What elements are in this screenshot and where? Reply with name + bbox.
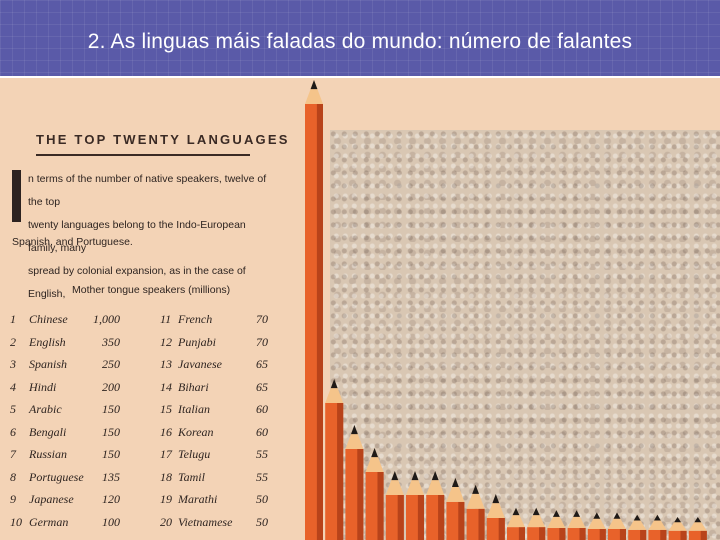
pencil-bar-hindi (366, 448, 384, 540)
pencil-lead (432, 471, 439, 480)
pencil-shade (660, 530, 666, 540)
pencil-shade (398, 495, 404, 540)
pencil-bar-spanish (345, 425, 363, 540)
pencil-lead (654, 515, 661, 521)
pencil-bar-vietnamese (689, 517, 707, 540)
pencil-bar-portuguese (446, 478, 464, 540)
book-page-scan: THE TOP TWENTY LANGUAGES n terms of the … (0, 78, 720, 540)
pencil-shade (458, 502, 464, 540)
pencil-shade (377, 472, 383, 540)
pencil-bar-bengali (406, 471, 424, 540)
pencil-shade (499, 518, 505, 540)
pencil-lead (694, 517, 701, 522)
pencil-shade (418, 495, 424, 540)
pencil-bar-english (325, 379, 343, 540)
pencil-lead (513, 508, 520, 515)
pencil-bar-korean (608, 512, 626, 540)
pencil-bar-japanese (467, 485, 485, 540)
pencil-bar-arabic (386, 471, 404, 540)
pencil-lead (674, 517, 681, 522)
pencil-shade (600, 529, 606, 540)
pencil-bar-german (487, 494, 505, 540)
pencil-bar-tamil (648, 515, 666, 540)
pencil-shade (620, 529, 626, 540)
pencil-lead (614, 512, 621, 518)
pencil-shade (519, 527, 525, 540)
pencil-shade (680, 531, 686, 540)
slide-header: 2. As linguas máis faladas do mundo: núm… (0, 0, 720, 76)
pencil-bar-italian (588, 512, 606, 540)
pencil-shade (438, 495, 444, 540)
pencil-lead (452, 478, 459, 487)
pencil-bar-chinese (305, 80, 323, 540)
pencil-shade (357, 449, 363, 540)
pencil-bar-bihari (568, 510, 586, 540)
pencil-bar-french (507, 508, 525, 540)
pencil-bar-chart (0, 78, 720, 540)
pencil-lead (371, 448, 378, 457)
pencil-bar-marathi (669, 517, 687, 540)
pencil-lead (634, 515, 641, 521)
pencil-shade (539, 527, 545, 540)
pencil-shade (337, 403, 343, 540)
pencil-lead (412, 471, 419, 480)
pencil-bar-javanese (547, 510, 565, 540)
pencil-lead (573, 510, 580, 517)
pencil-lead (391, 471, 398, 480)
slide-title: 2. As linguas máis faladas do mundo: núm… (0, 30, 720, 54)
pencil-lead (553, 510, 560, 517)
pencil-lead (331, 379, 338, 388)
pencil-bar-russian (426, 471, 444, 540)
pencil-lead (472, 485, 479, 494)
pencil-lead (351, 425, 358, 434)
pencil-shade (317, 104, 323, 540)
pencil-shade (478, 509, 484, 540)
pencil-shade (640, 530, 646, 540)
pencil-shade (579, 528, 585, 540)
pencil-bar-telugu (628, 515, 646, 540)
pencil-lead (311, 80, 318, 89)
pencil-lead (593, 512, 600, 518)
pencil-lead (533, 508, 540, 515)
pencil-shade (559, 528, 565, 540)
pencil-lead (492, 494, 499, 503)
pencil-shade (701, 531, 707, 540)
pencil-bar-punjabi (527, 508, 545, 540)
